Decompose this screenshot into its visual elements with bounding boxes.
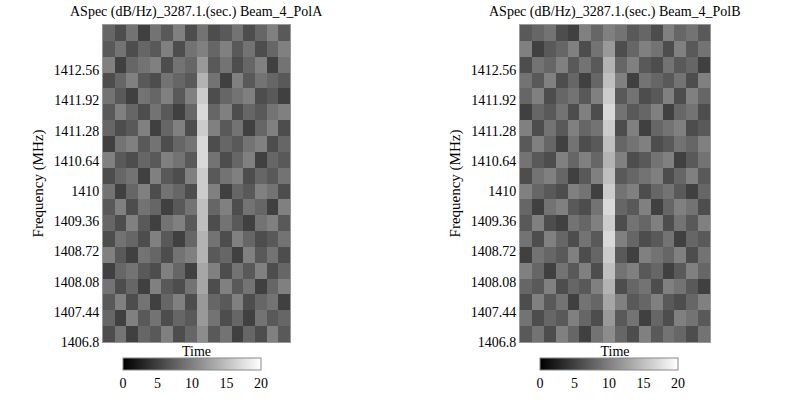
svg-text:1412.56: 1412.56 [471,63,517,78]
svg-text:Frequency (MHz): Frequency (MHz) [30,130,47,238]
svg-text:10: 10 [602,376,616,391]
svg-text:15: 15 [637,376,651,391]
svg-text:Time: Time [182,344,211,359]
svg-text:10: 10 [185,376,199,391]
svg-text:1409.36: 1409.36 [471,214,517,229]
svg-text:1411.28: 1411.28 [54,124,99,139]
svg-text:ASpec (dB/Hz)_3287.1.(sec.) Be: ASpec (dB/Hz)_3287.1.(sec.) Beam_4_PolB [489,4,741,20]
svg-text:1411.28: 1411.28 [471,124,516,139]
svg-text:5: 5 [154,376,161,391]
svg-text:1408.08: 1408.08 [471,275,517,290]
svg-text:1410.64: 1410.64 [471,154,517,169]
svg-text:1411.92: 1411.92 [54,93,99,108]
svg-text:1410: 1410 [488,184,516,199]
svg-text:1408.72: 1408.72 [471,244,517,259]
svg-text:1406.8: 1406.8 [478,335,517,350]
svg-text:1408.08: 1408.08 [54,275,100,290]
svg-text:15: 15 [220,376,234,391]
svg-text:1410: 1410 [71,184,99,199]
svg-text:0: 0 [120,376,127,391]
svg-text:ASpec (dB/Hz)_3287.1.(sec.) Be: ASpec (dB/Hz)_3287.1.(sec.) Beam_4_PolA [70,4,323,20]
svg-text:Time: Time [600,344,629,359]
svg-text:20: 20 [254,376,268,391]
svg-text:1406.8: 1406.8 [61,335,100,350]
svg-text:Frequency (MHz): Frequency (MHz) [447,130,464,238]
svg-text:1411.92: 1411.92 [471,93,516,108]
svg-text:5: 5 [571,376,578,391]
svg-text:1412.56: 1412.56 [54,63,100,78]
svg-text:1408.72: 1408.72 [54,244,100,259]
svg-text:1407.44: 1407.44 [54,305,100,320]
svg-text:1409.36: 1409.36 [54,214,100,229]
svg-text:1410.64: 1410.64 [54,154,100,169]
svg-text:0: 0 [537,376,544,391]
svg-text:1407.44: 1407.44 [471,305,517,320]
svg-text:20: 20 [671,376,685,391]
